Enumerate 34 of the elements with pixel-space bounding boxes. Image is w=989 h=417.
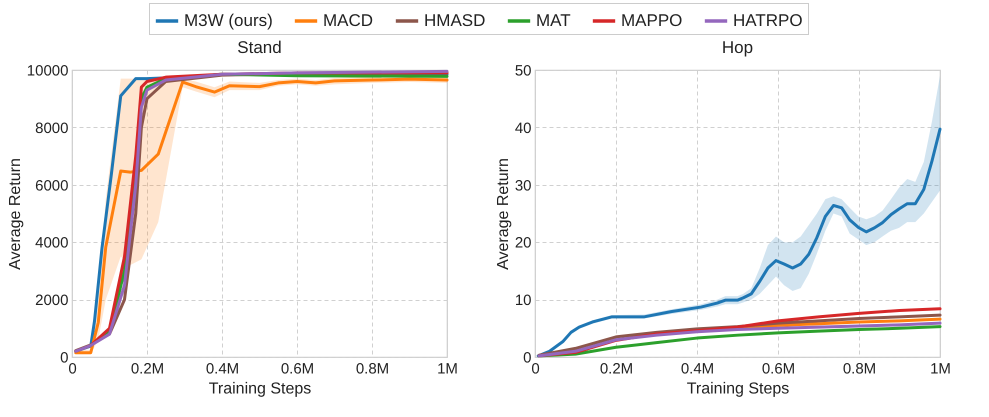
x-tick-label: 0.2M: [600, 360, 634, 378]
y-tick-label: 30: [514, 177, 532, 194]
x-tick-label: 0.8M: [356, 360, 390, 378]
legend-label: MACD: [323, 11, 374, 30]
y-tick-label: 2000: [35, 292, 68, 310]
legend-label: MAT: [536, 11, 571, 30]
x-axis-title: Training Steps: [208, 380, 312, 398]
y-tick-label: 50: [514, 62, 532, 80]
chart-title: Hop: [722, 38, 754, 57]
legend-label: M3W (ours): [184, 11, 273, 30]
legend-label: HMASD: [424, 11, 486, 30]
x-tick-label: 0.6M: [280, 360, 314, 378]
y-tick-label: 40: [514, 120, 532, 137]
y-tick-label: 0: [60, 350, 68, 366]
legend-label: HATRPO: [733, 11, 803, 30]
y-tick-label: 6000: [35, 177, 68, 194]
legend-label: MAPPO: [621, 11, 682, 30]
x-axis-title: Training Steps: [686, 380, 790, 398]
x-tick-label: 0.4M: [206, 360, 240, 378]
y-tick-label: 10000: [26, 62, 68, 80]
x-tick-label: 0.6M: [762, 360, 796, 378]
y-tick-label: 20: [514, 234, 532, 252]
x-tick-label: 0.2M: [130, 360, 164, 378]
x-tick-label: 0.8M: [842, 360, 876, 378]
y-tick-label: 10: [514, 292, 532, 310]
chart-title: Stand: [237, 38, 282, 57]
y-axis-title: Average Return: [6, 158, 24, 270]
x-tick-label: 1M: [930, 360, 951, 378]
y-tick-label: 8000: [35, 120, 68, 137]
x-tick-label: 1M: [437, 360, 458, 378]
y-tick-label: 0: [523, 350, 532, 366]
y-axis-title: Average Return: [494, 158, 512, 270]
y-tick-label: 4000: [35, 234, 68, 252]
x-tick-label: 0.4M: [680, 360, 714, 378]
